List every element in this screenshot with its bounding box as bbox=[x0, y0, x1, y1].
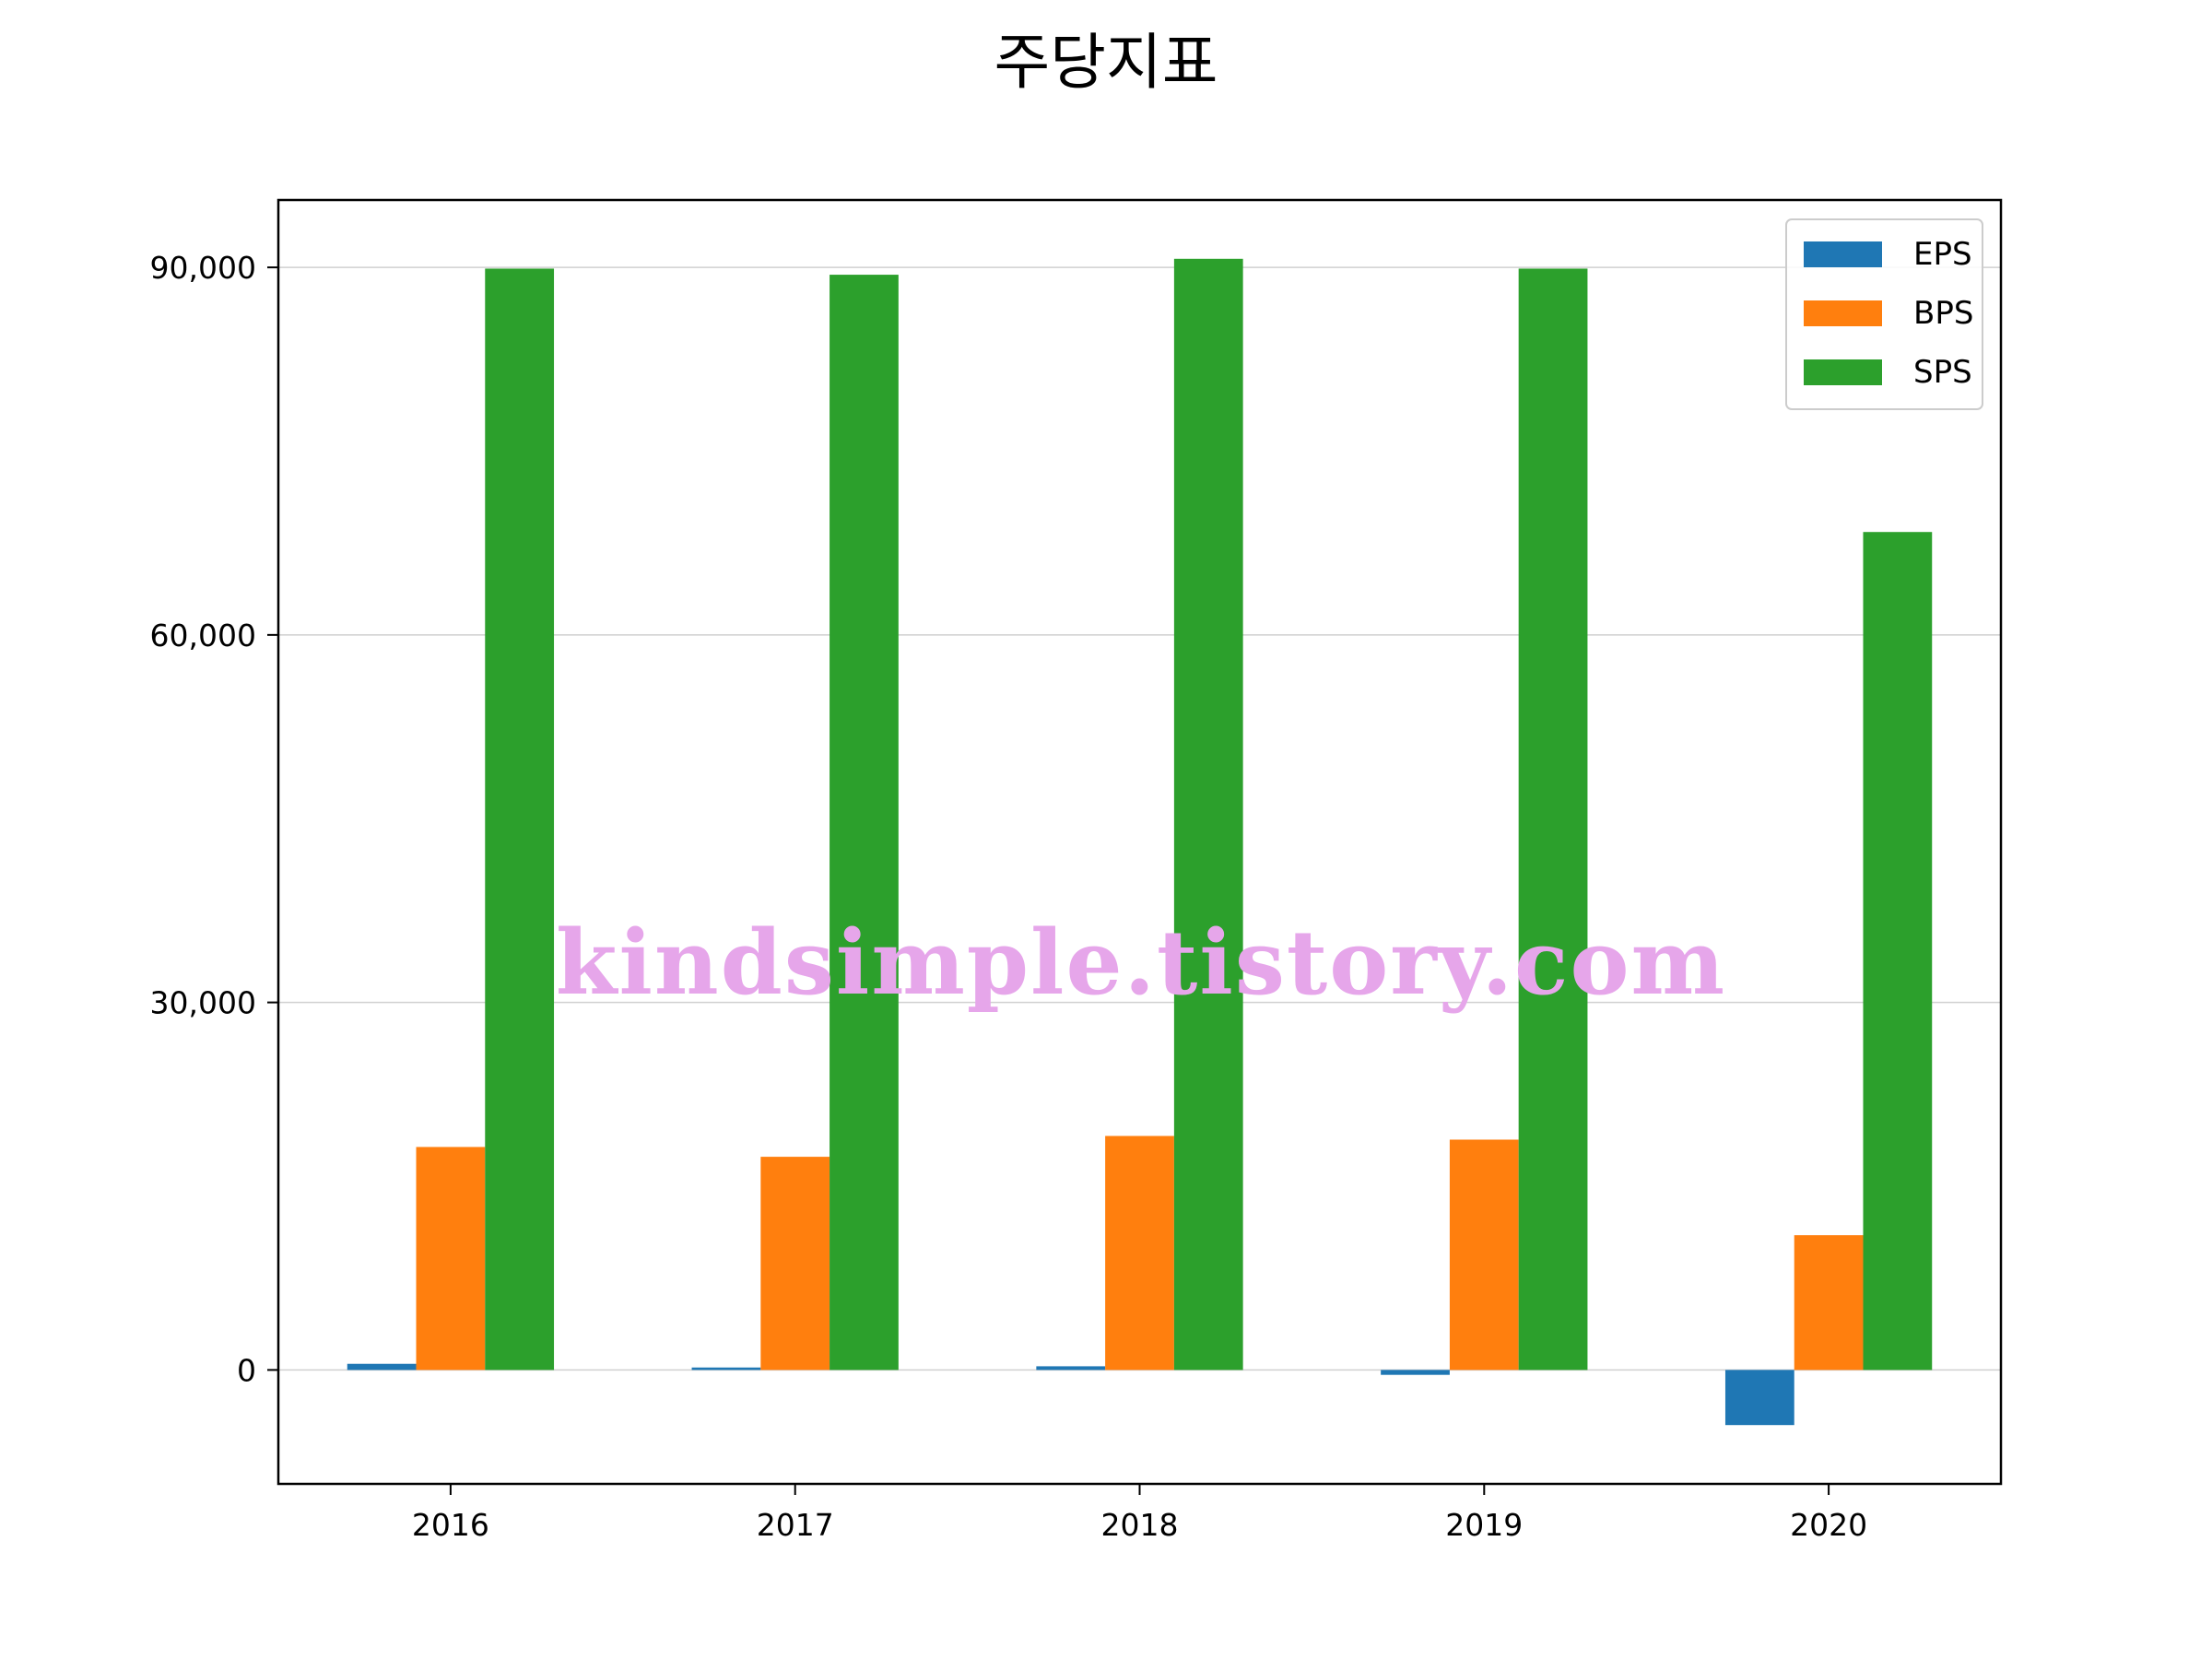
legend: EPS BPS SPS bbox=[1785, 218, 1983, 410]
x-axis: 2016 2017 2018 2019 2020 bbox=[412, 1484, 1867, 1543]
legend-swatch-bps bbox=[1804, 300, 1882, 326]
x-tick-label: 2020 bbox=[1790, 1507, 1867, 1543]
legend-swatch-eps bbox=[1804, 241, 1882, 267]
bar-eps-2019 bbox=[1381, 1370, 1450, 1375]
bars bbox=[347, 258, 1933, 1426]
bar-sps-2018 bbox=[1173, 258, 1243, 1371]
y-tick-label: 90,000 bbox=[150, 250, 256, 286]
bar-eps-2018 bbox=[1036, 1366, 1106, 1371]
y-tick-label: 0 bbox=[237, 1352, 256, 1388]
legend-label-bps: BPS bbox=[1913, 295, 1973, 332]
y-tick-label: 30,000 bbox=[150, 985, 256, 1021]
x-tick-label: 2016 bbox=[412, 1507, 489, 1543]
bar-eps-2017 bbox=[691, 1367, 761, 1371]
y-axis: 0 30,000 60,000 90,000 bbox=[150, 250, 278, 1388]
bar-sps-2020 bbox=[1863, 532, 1933, 1371]
bar-bps-2019 bbox=[1449, 1139, 1519, 1371]
x-tick-label: 2019 bbox=[1445, 1507, 1523, 1543]
bar-eps-2020 bbox=[1724, 1370, 1794, 1426]
chart-title: 주당지표 bbox=[994, 27, 1218, 98]
bar-bps-2017 bbox=[760, 1157, 830, 1371]
x-tick-label: 2017 bbox=[757, 1507, 834, 1543]
watermark-text: kindsimple.tistory.com bbox=[556, 911, 1726, 1015]
legend-label-sps: SPS bbox=[1913, 354, 1972, 391]
bar-sps-2019 bbox=[1518, 268, 1588, 1371]
bar-sps-2016 bbox=[485, 268, 555, 1371]
x-tick-label: 2018 bbox=[1101, 1507, 1179, 1543]
bar-bps-2020 bbox=[1794, 1235, 1864, 1371]
bar-bps-2018 bbox=[1105, 1135, 1174, 1371]
y-tick-label: 60,000 bbox=[150, 618, 256, 653]
legend-swatch-sps bbox=[1804, 359, 1882, 385]
bar-sps-2017 bbox=[830, 275, 899, 1371]
bar-eps-2016 bbox=[347, 1363, 417, 1371]
bar-bps-2016 bbox=[416, 1147, 486, 1371]
legend-label-eps: EPS bbox=[1913, 236, 1972, 273]
